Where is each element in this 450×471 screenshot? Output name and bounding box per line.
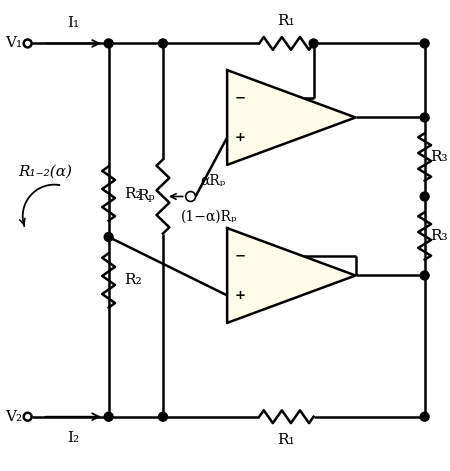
Text: I₁: I₁	[67, 16, 79, 30]
Text: R₁₋₂(α): R₁₋₂(α)	[18, 165, 72, 179]
Text: −: −	[234, 91, 246, 104]
Circle shape	[420, 39, 429, 48]
Circle shape	[24, 40, 32, 48]
Text: +: +	[234, 289, 246, 302]
Circle shape	[420, 271, 429, 280]
Circle shape	[24, 413, 32, 421]
Circle shape	[104, 412, 113, 421]
Polygon shape	[227, 70, 356, 165]
Text: R₁: R₁	[278, 432, 295, 447]
Text: V₂: V₂	[5, 410, 22, 424]
Polygon shape	[227, 228, 356, 323]
Text: I₂: I₂	[67, 430, 79, 445]
Circle shape	[420, 412, 429, 421]
Text: R₃: R₃	[431, 150, 448, 164]
Circle shape	[104, 39, 113, 48]
Circle shape	[158, 412, 167, 421]
Circle shape	[420, 192, 429, 201]
Text: Rₚ: Rₚ	[137, 189, 155, 203]
Text: αRₚ: αRₚ	[201, 174, 226, 187]
Circle shape	[420, 113, 429, 122]
Text: (1−α)Rₚ: (1−α)Rₚ	[181, 209, 237, 223]
Text: R₂: R₂	[125, 274, 142, 287]
Circle shape	[158, 39, 167, 48]
Text: +: +	[234, 131, 246, 144]
Text: R₂: R₂	[125, 187, 142, 201]
Text: V₁: V₁	[5, 36, 22, 50]
Circle shape	[309, 39, 318, 48]
Circle shape	[104, 233, 113, 242]
Text: R₃: R₃	[431, 229, 448, 243]
Text: −: −	[234, 249, 246, 262]
Text: R₁: R₁	[278, 14, 295, 28]
Circle shape	[186, 192, 196, 202]
